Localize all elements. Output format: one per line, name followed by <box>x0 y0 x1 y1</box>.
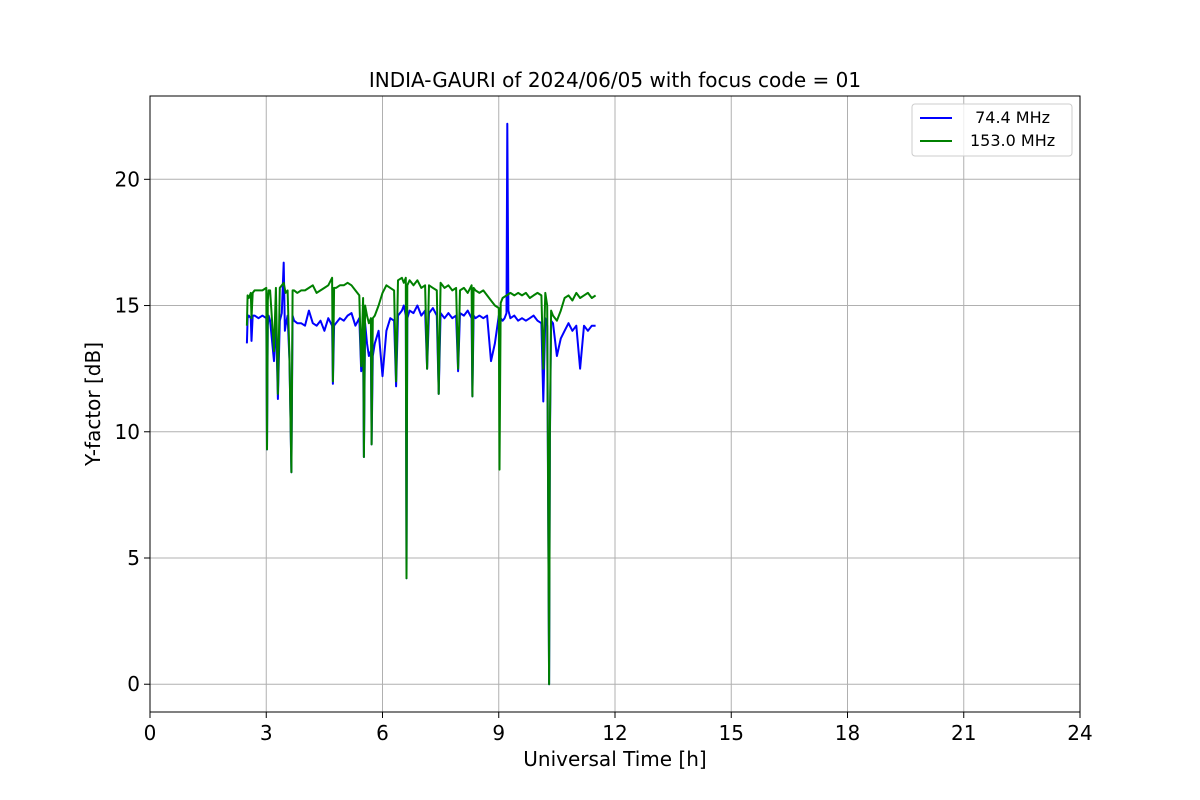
legend: 74.4 MHz 153.0 MHz <box>911 103 1073 157</box>
legend-label: 153.0 MHz <box>970 131 1055 150</box>
y-tick-label: 20 <box>115 167 140 191</box>
y-tick-label: 10 <box>115 420 140 444</box>
ticks: 0 3 6 9 12 15 18 21 24 0 5 10 15 20 <box>115 167 1093 745</box>
chart-title: INDIA-GAURI of 2024/06/05 with focus cod… <box>369 68 861 92</box>
series-layer <box>245 122 597 686</box>
x-tick-label: 3 <box>260 721 273 745</box>
x-tick-label: 6 <box>376 721 389 745</box>
x-tick-label: 12 <box>602 721 627 745</box>
x-tick-label: 0 <box>144 721 157 745</box>
y-tick-label: 5 <box>127 546 140 570</box>
x-tick-label: 18 <box>835 721 860 745</box>
x-tick-label: 9 <box>492 721 505 745</box>
y-axis-label: Y-factor [dB] <box>81 342 105 467</box>
x-axis-label: Universal Time [h] <box>523 747 706 771</box>
x-tick-label: 21 <box>951 721 976 745</box>
y-tick-label: 15 <box>115 294 140 318</box>
x-tick-label: 15 <box>719 721 744 745</box>
legend-label: 74.4 MHz <box>970 108 1050 127</box>
y-tick-label: 0 <box>127 672 140 696</box>
series-line-1 <box>245 276 597 686</box>
x-tick-label: 24 <box>1067 721 1092 745</box>
